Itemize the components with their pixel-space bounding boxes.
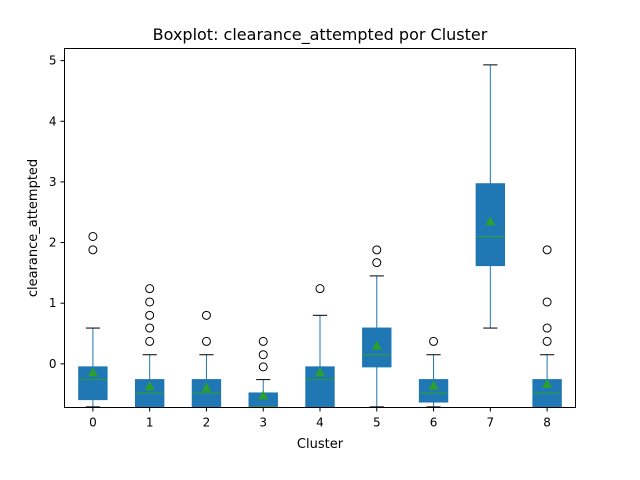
outlier-point xyxy=(145,323,155,333)
mean-marker xyxy=(258,390,269,400)
plot-area xyxy=(78,64,562,408)
y-tick-label: 3 xyxy=(49,175,57,189)
outlier-point xyxy=(542,297,552,307)
outlier-point xyxy=(258,336,268,346)
x-tick-label: 6 xyxy=(430,416,438,430)
box-group-cluster-2 xyxy=(191,310,222,408)
x-tick-label: 1 xyxy=(146,416,154,430)
y-tick-label: 1 xyxy=(49,296,57,310)
x-tick-label: 8 xyxy=(543,416,551,430)
y-axis: 0 1 2 3 4 5 xyxy=(49,54,65,371)
outlier-point xyxy=(88,245,98,255)
outlier-point xyxy=(145,284,155,294)
outlier-point xyxy=(201,336,211,346)
outlier-point xyxy=(88,231,98,241)
outlier-point xyxy=(542,245,552,255)
mean-marker xyxy=(87,367,98,377)
x-tick-label: 4 xyxy=(316,416,324,430)
mean-marker xyxy=(371,340,382,350)
x-tick-label: 2 xyxy=(203,416,211,430)
box-group-cluster-4 xyxy=(305,284,335,408)
box-group-cluster-3 xyxy=(248,336,278,408)
box xyxy=(418,379,449,403)
y-tick-label: 4 xyxy=(49,114,57,128)
box-group-cluster-6 xyxy=(418,336,449,408)
box-group-cluster-8 xyxy=(532,245,562,408)
mean-marker xyxy=(201,382,212,392)
box-group-cluster-7 xyxy=(475,64,506,329)
box-group-cluster-5 xyxy=(362,245,392,408)
outlier-point xyxy=(145,310,155,320)
y-tick-label: 0 xyxy=(49,357,57,371)
mean-marker xyxy=(542,378,553,388)
mean-marker xyxy=(144,381,155,391)
mean-marker xyxy=(485,216,496,226)
outlier-point xyxy=(429,336,439,346)
outlier-point xyxy=(258,362,268,372)
x-tick-label: 7 xyxy=(487,416,495,430)
y-axis-label: clearance_attempted xyxy=(26,159,41,297)
outlier-point xyxy=(315,284,325,294)
outlier-point xyxy=(201,310,211,320)
x-tick-label: 0 xyxy=(89,416,97,430)
x-tick-label: 3 xyxy=(259,416,267,430)
y-tick-label: 2 xyxy=(49,236,57,250)
x-axis: 0 1 2 3 4 5 6 7 8 xyxy=(89,407,551,430)
outlier-point xyxy=(145,297,155,307)
outlier-point xyxy=(372,245,382,255)
x-tick-label: 5 xyxy=(373,416,381,430)
chart-title: Boxplot: clearance_attempted por Cluster xyxy=(153,25,488,45)
outlier-point xyxy=(542,323,552,333)
y-tick-label: 5 xyxy=(49,54,57,68)
x-axis-label: Cluster xyxy=(297,437,344,452)
outlier-point xyxy=(145,336,155,346)
outlier-point xyxy=(542,336,552,346)
box-group-cluster-1 xyxy=(134,284,165,408)
box-group-cluster-0 xyxy=(78,231,108,408)
outlier-point xyxy=(258,350,268,360)
mean-marker xyxy=(428,380,439,390)
outlier-point xyxy=(372,258,382,268)
mean-marker xyxy=(315,367,325,377)
